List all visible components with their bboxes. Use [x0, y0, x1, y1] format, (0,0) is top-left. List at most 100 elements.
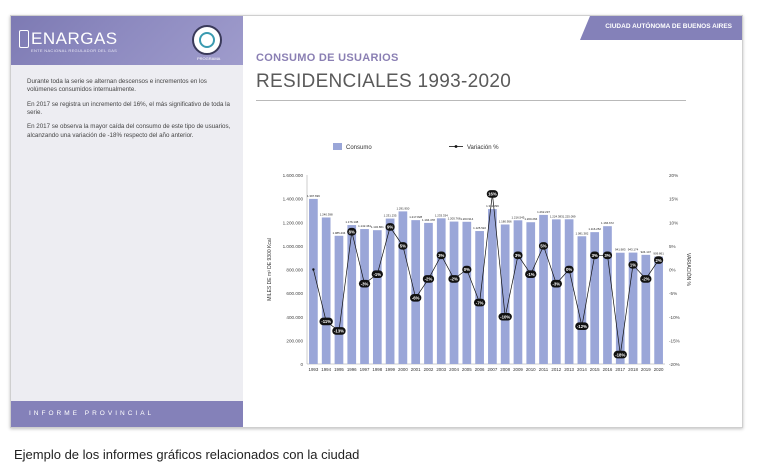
y-tick-label: 800.000	[286, 268, 303, 273]
legend-label-variacion: Variación %	[467, 145, 499, 151]
x-tick-label: 2015	[590, 367, 600, 372]
bar-value-label: 943.174	[628, 248, 639, 252]
variation-label-bg	[422, 275, 435, 283]
x-tick-label: 2017	[615, 367, 625, 372]
sidebar-footer: INFORME PROVINCIAL	[11, 401, 243, 427]
y-tick-label: 0	[300, 362, 303, 367]
bar-2020	[654, 256, 663, 364]
bar-value-label: 909.861	[653, 252, 664, 256]
variation-label-bg	[319, 317, 333, 326]
bar-2015	[590, 232, 600, 364]
variation-label-bg	[613, 350, 627, 359]
shield-icon	[19, 30, 29, 48]
variation-label-bg	[590, 251, 600, 260]
variation-label: -11%	[321, 319, 331, 324]
x-tick-label: 2019	[641, 367, 651, 372]
variation-label: -13%	[334, 329, 344, 334]
x-tick-label: 1993	[309, 367, 319, 372]
variation-label: -1%	[527, 272, 535, 277]
logo-subtext: ENTE NACIONAL REGULADOR DEL GAS	[31, 48, 118, 53]
y2-tick-label: 20%	[669, 173, 678, 178]
variation-label: -18%	[615, 352, 625, 357]
note-1: Durante toda la serie se alternan descen…	[27, 78, 207, 94]
report-title: RESIDENCIALES 1993-2020	[256, 71, 512, 92]
x-tick-label: 1995	[334, 367, 344, 372]
bar-2016	[603, 226, 612, 364]
variation-label-bg	[473, 298, 486, 307]
legend-marker-variacion	[454, 145, 458, 148]
bar-value-label: 1.291.950	[396, 206, 409, 210]
variation-label-bg	[385, 223, 395, 231]
variation-label-bg	[410, 294, 422, 302]
variation-label: 9%	[387, 225, 393, 230]
variation-label: 3%	[438, 253, 444, 258]
bar-2001	[411, 220, 421, 364]
variation-label: -10%	[500, 314, 510, 319]
bar-1996	[347, 225, 357, 364]
note-3: En 2017 se observa la mayor caída del co…	[27, 123, 231, 139]
bar-2017	[615, 252, 625, 364]
x-tick-label: 2007	[488, 367, 498, 372]
variation-label: 3%	[515, 253, 521, 258]
bar-2013	[564, 219, 574, 364]
x-tick-label: 2006	[475, 367, 485, 372]
variation-label: -7%	[476, 300, 484, 305]
bar-value-label: 1.085.434	[333, 231, 346, 235]
x-tick-label: 1998	[372, 367, 382, 372]
variation-point-1993	[312, 268, 315, 271]
x-tick-label: 2001	[411, 367, 421, 372]
x-tick-label: 2010	[526, 367, 536, 372]
variation-label-bg	[486, 190, 499, 198]
x-tick-label: 2018	[628, 367, 638, 372]
y2-tick-label: 15%	[669, 197, 678, 202]
bar-1997	[360, 229, 369, 364]
x-tick-label: 2020	[654, 367, 664, 372]
variation-label: -1%	[373, 272, 381, 277]
variation-label-bg	[448, 275, 460, 283]
bar-value-label: 1.240.398	[320, 212, 333, 216]
sidebar-header: ENARGAS ENTE NACIONAL REGULADOR DEL GAS …	[11, 16, 243, 65]
region-tag: CIUDAD AUTÓNOMA DE BUENOS AIRES	[580, 16, 742, 40]
variation-label-bg	[358, 279, 371, 288]
variation-line	[313, 193, 659, 355]
bar-2008	[500, 224, 510, 364]
variation-label-bg	[538, 242, 549, 250]
variation-label: -2%	[450, 277, 458, 282]
sidebar: ENARGAS ENTE NACIONAL REGULADOR DEL GAS …	[11, 16, 243, 427]
y2-tick-label: 10%	[669, 220, 678, 225]
bar-1998	[372, 230, 382, 364]
variation-label-bg	[398, 242, 408, 250]
variation-label: 3%	[604, 253, 610, 258]
variation-label: 3%	[592, 253, 598, 258]
bar-value-label: 1.216.545	[512, 215, 525, 219]
variation-label-bg	[550, 279, 562, 288]
consumption-chart: Consumo Variación % 0 200.000 400.000 600.000…	[267, 143, 692, 372]
image-caption: Ejemplo de los informes gráficos relacio…	[14, 447, 360, 462]
y2-axis-title: VARIACIÓN %	[685, 253, 692, 287]
bar-2014	[577, 236, 587, 364]
x-tick-label: 1999	[385, 367, 395, 372]
x-tick-label: 2000	[398, 367, 408, 372]
variation-label-bg	[332, 327, 346, 335]
title-divider	[256, 100, 686, 101]
bar-2002	[424, 222, 433, 364]
x-tick-label: 2016	[603, 367, 613, 372]
bar-value-label: 1.225.099	[563, 214, 576, 218]
program-badge-icon	[192, 25, 222, 55]
variation-label: 8%	[349, 229, 355, 234]
variation-label-bg	[498, 312, 512, 321]
variation-label-bg	[628, 260, 638, 269]
variation-label-bg	[525, 270, 537, 279]
bar-value-label: 1.217.828	[409, 215, 422, 219]
x-tick-label: 2004	[449, 367, 459, 372]
bar-2011	[539, 214, 548, 364]
bar-value-label: 1.180.956	[499, 219, 512, 223]
variation-label: -3%	[361, 281, 369, 286]
bar-value-label: 1.203.914	[460, 217, 473, 221]
variation-label-bg	[436, 251, 446, 260]
enargas-logo: ENARGAS	[31, 29, 118, 48]
y-axis-title: MILES DE m³ DE 9300 Kcal	[267, 238, 273, 301]
x-tick-label: 2009	[513, 367, 523, 372]
bar-2004	[449, 221, 459, 364]
variation-label-bg	[347, 227, 357, 236]
